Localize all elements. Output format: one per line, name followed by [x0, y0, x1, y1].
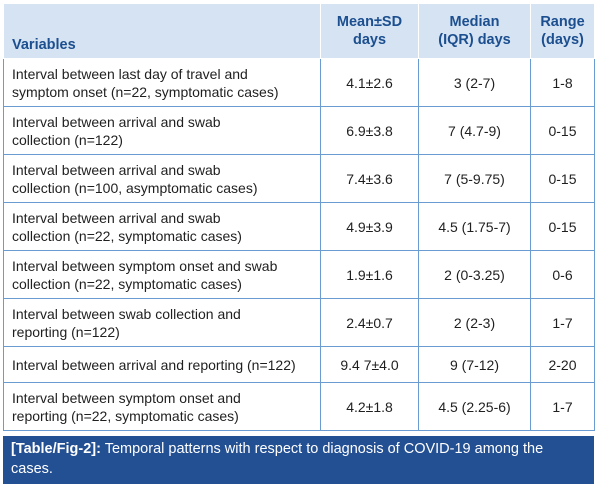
range-cell: 2-20 [530, 346, 595, 383]
mean-sd-cell: 4.1±2.6 [320, 58, 419, 107]
range-cell: 1-7 [530, 298, 595, 347]
header-median-iqr: Median (IQR) days [418, 3, 531, 59]
table-caption: [Table/Fig-2]: Temporal patterns with re… [3, 436, 594, 484]
header-row: Variables Mean±SD days Median (IQR) days… [3, 3, 595, 59]
header-median-line1: Median [449, 14, 500, 30]
table-row: Interval between arrival and reporting (… [3, 346, 595, 383]
median-cell: 7 (4.7-9) [418, 106, 531, 155]
variable-line: collection (n=22, symptomatic cases) [12, 275, 242, 292]
variable-cell: Interval between arrival and swab collect… [3, 154, 321, 203]
table-row: Interval between symptom onset and report… [3, 382, 595, 431]
mean-sd-cell: 1.9±1.6 [320, 250, 419, 299]
variable-line: collection (n=100, asymptomatic cases) [12, 179, 258, 196]
mean-sd-cell: 6.9±3.8 [320, 106, 419, 155]
range-cell: 0-6 [530, 250, 595, 299]
variable-line: reporting (n=22, symptomatic cases) [12, 407, 239, 424]
range-cell: 1-7 [530, 382, 595, 431]
header-range-line2: (days) [541, 32, 584, 48]
mean-sd-cell: 4.2±1.8 [320, 382, 419, 431]
header-median-line2: (IQR) days [438, 32, 511, 48]
variable-line: collection (n=122) [12, 131, 123, 148]
variable-cell: Interval between arrival and swab collect… [3, 106, 321, 155]
table-row: Interval between arrival and swab collect… [3, 106, 595, 155]
header-range-line1: Range [540, 14, 585, 30]
variable-cell: Interval between arrival and reporting (… [3, 346, 321, 383]
mean-sd-cell: 7.4±3.6 [320, 154, 419, 203]
mean-sd-cell: 2.4±0.7 [320, 298, 419, 347]
median-cell: 4.5 (1.75-7) [418, 202, 531, 251]
variable-cell: Interval between last day of travel and s… [3, 58, 321, 107]
caption-label: [Table/Fig-2]: [11, 441, 101, 457]
table-row: Interval between arrival and swab collect… [3, 154, 595, 203]
median-cell: 2 (0-3.25) [418, 250, 531, 299]
range-cell: 0-15 [530, 154, 595, 203]
table-row: Interval between symptom onset and swab c… [3, 250, 595, 299]
range-cell: 1-8 [530, 58, 595, 107]
range-cell: 0-15 [530, 202, 595, 251]
header-range: Range (days) [530, 3, 595, 59]
variable-line: reporting (n=122) [12, 323, 120, 340]
variable-line: Interval between symptom onset and [12, 389, 241, 406]
header-mean-sd: Mean±SD days [320, 3, 419, 59]
variable-line: Interval between swab collection and [12, 305, 241, 322]
header-mean-sd-line1: Mean±SD [336, 14, 403, 30]
median-cell: 3 (2-7) [418, 58, 531, 107]
variable-cell: Interval between swab collection and repo… [3, 298, 321, 347]
median-cell: 2 (2-3) [418, 298, 531, 347]
variable-line: collection (n=22, symptomatic cases) [12, 227, 242, 244]
variable-line: Interval between arrival and swab [12, 113, 221, 130]
mean-sd-cell: 9.4 7±4.0 [320, 346, 419, 383]
variable-line: Interval between arrival and reporting (… [12, 356, 296, 373]
variable-cell: Interval between symptom onset and report… [3, 382, 321, 431]
header-variables: Variables [3, 3, 321, 59]
table-row: Interval between last day of travel and s… [3, 58, 595, 107]
range-cell: 0-15 [530, 106, 595, 155]
variable-line: Interval between symptom onset and swab [12, 257, 278, 274]
variable-cell: Interval between arrival and swab collect… [3, 202, 321, 251]
mean-sd-cell: 4.9±3.9 [320, 202, 419, 251]
table-row: Interval between arrival and swab collect… [3, 202, 595, 251]
header-mean-sd-line2: days [352, 32, 387, 48]
caption-text: Temporal patterns with respect to diagno… [11, 441, 544, 477]
table-row: Interval between swab collection and repo… [3, 298, 595, 347]
variable-line: symptom onset (n=22, symptomatic cases) [12, 83, 279, 100]
median-cell: 9 (7-12) [418, 346, 531, 383]
variable-line: Interval between arrival and swab [12, 209, 221, 226]
median-cell: 4.5 (2.25-6) [418, 382, 531, 431]
variable-cell: Interval between symptom onset and swab c… [3, 250, 321, 299]
temporal-patterns-table: Variables Mean±SD days Median (IQR) days… [3, 3, 595, 431]
variable-line: Interval between arrival and swab [12, 161, 221, 178]
median-cell: 7 (5-9.75) [418, 154, 531, 203]
variable-line: Interval between last day of travel and [12, 65, 248, 82]
